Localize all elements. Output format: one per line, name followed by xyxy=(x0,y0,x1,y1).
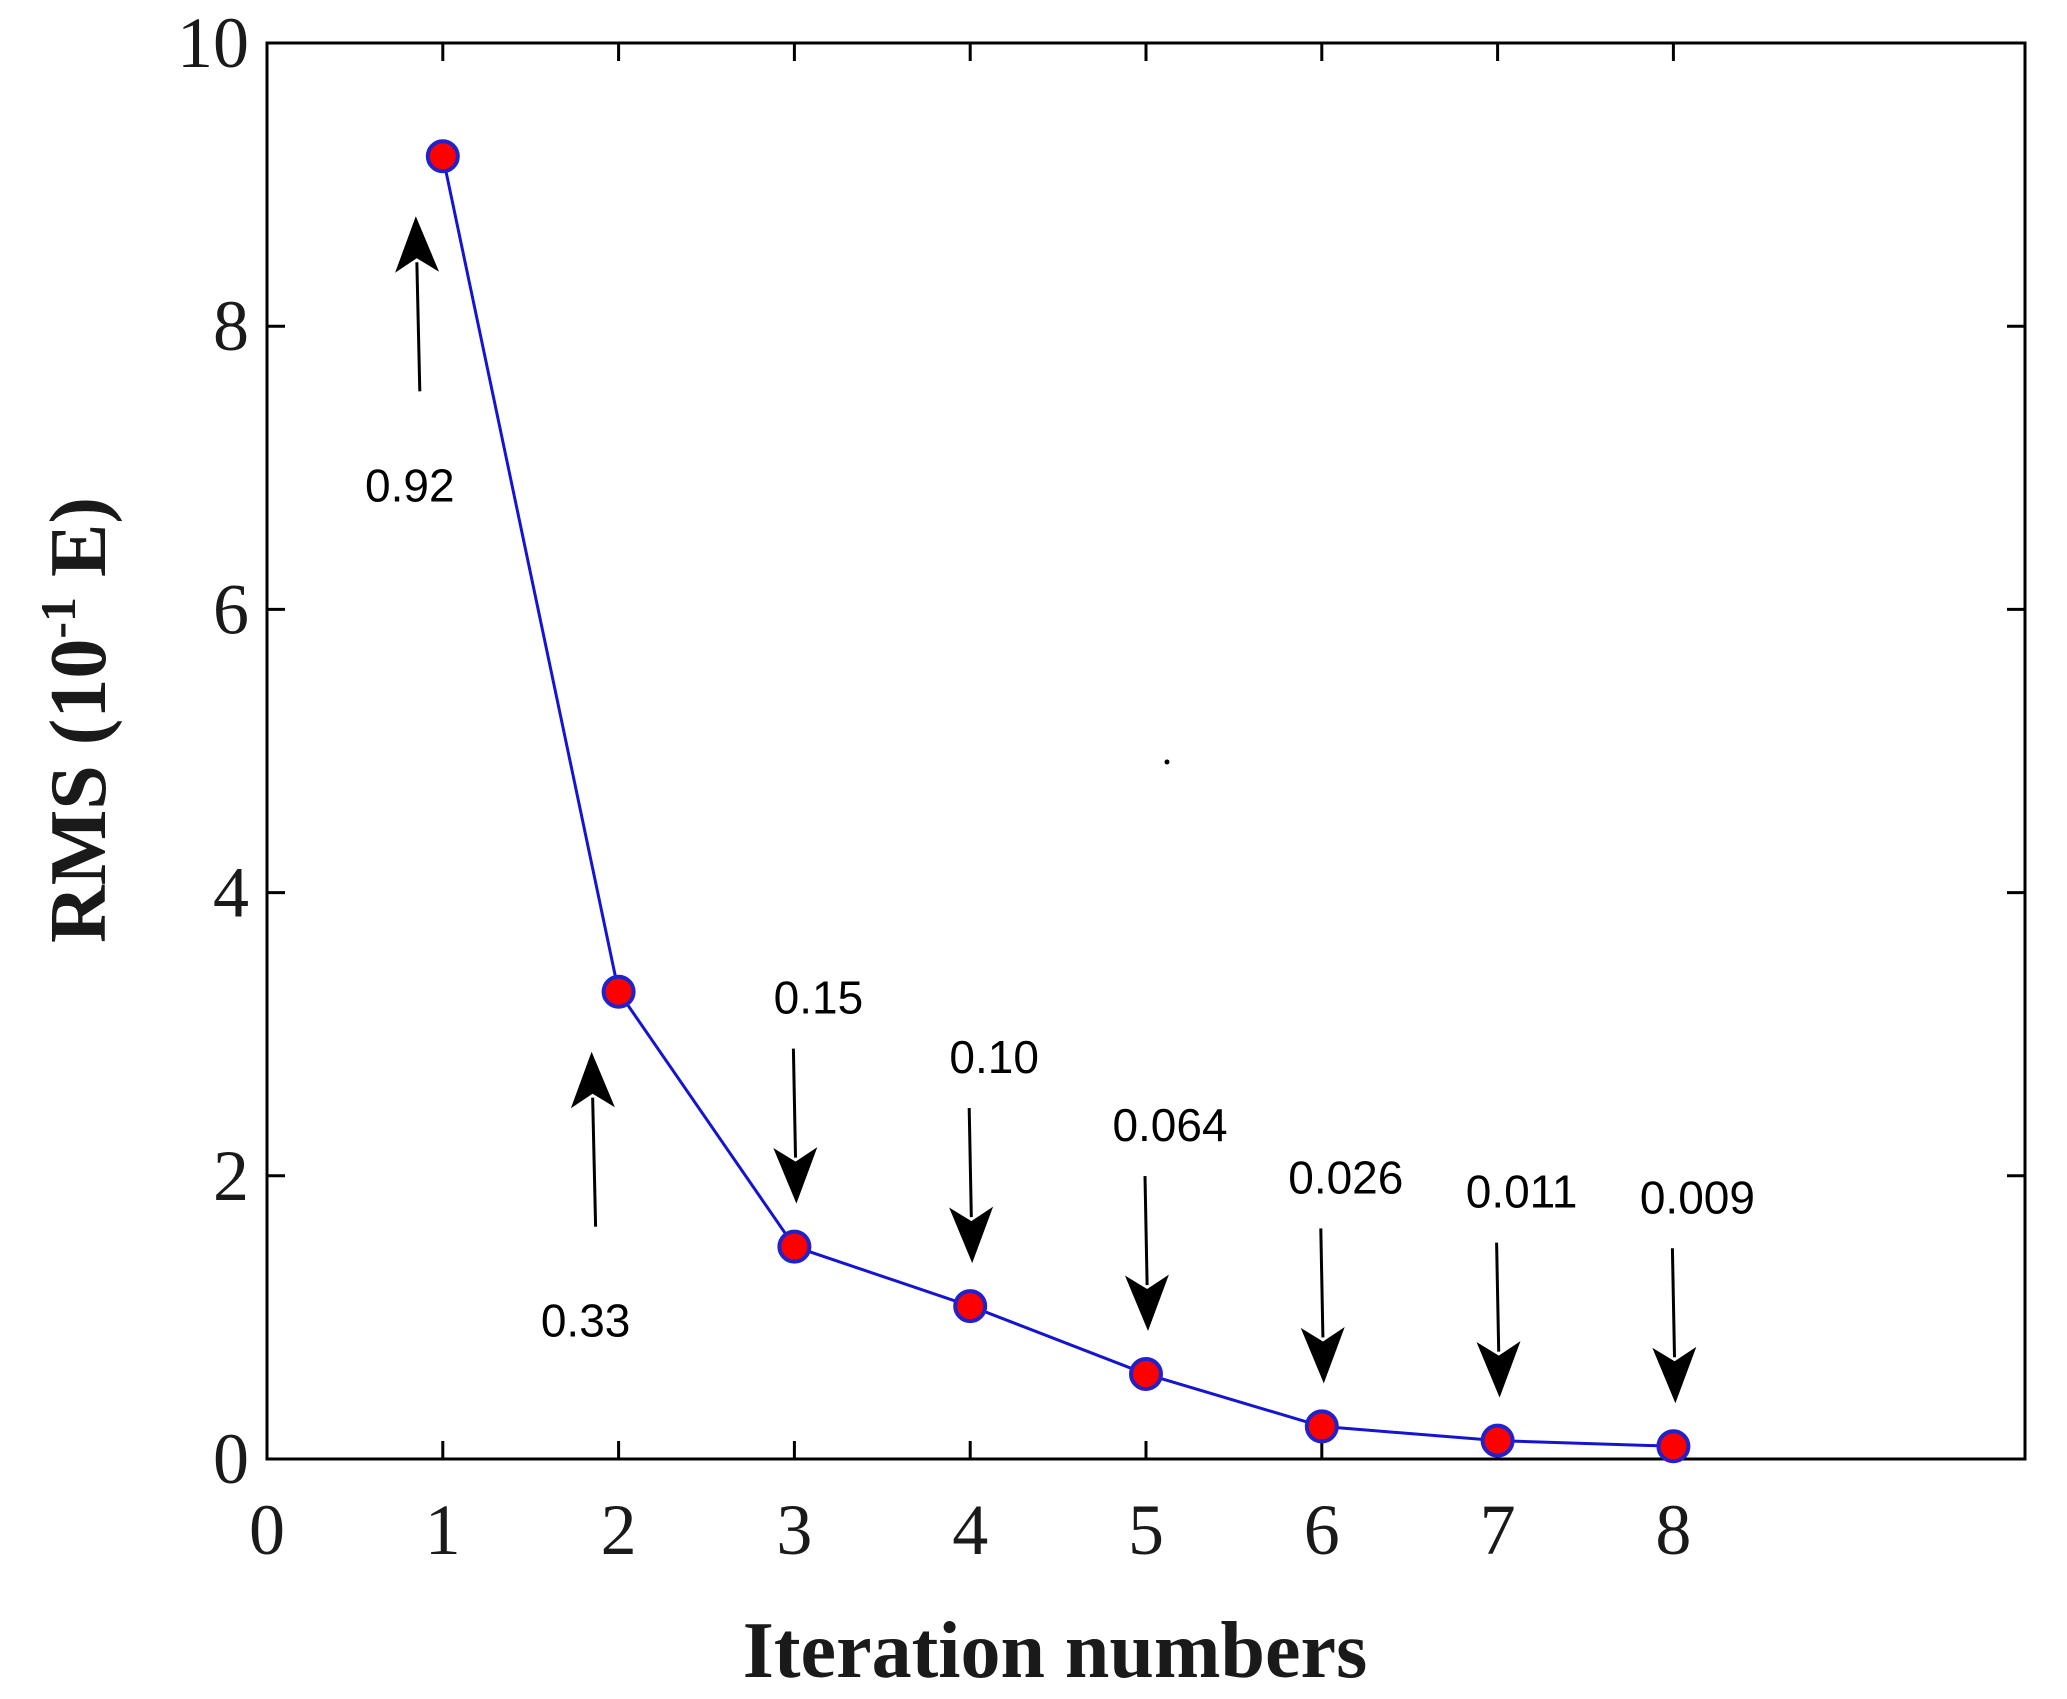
x-tick-label-2: 2 xyxy=(601,1490,637,1570)
arrow-head-6 xyxy=(1300,1327,1345,1384)
data-point-1 xyxy=(425,139,460,174)
x-tick-label-3: 3 xyxy=(776,1490,812,1570)
data-point-8 xyxy=(1656,1429,1691,1464)
annotation-label-7: 0.011 xyxy=(1466,1166,1578,1218)
y-tick-label-6: 6 xyxy=(213,569,249,649)
annotation-label-8: 0.009 xyxy=(1640,1171,1755,1223)
arrow-shaft-2 xyxy=(591,1097,598,1227)
x-tick-label-8: 8 xyxy=(1655,1490,1691,1570)
y-axis-title: RMS (10-1 E) xyxy=(30,497,123,943)
x-tick-label-1: 1 xyxy=(425,1490,461,1570)
annotation-label-5: 0.064 xyxy=(1112,1099,1227,1151)
y-tick-label-10: 10 xyxy=(177,3,249,83)
annotation-label-3: 0.15 xyxy=(774,972,864,1024)
y-axis-title-superscript: -1 xyxy=(30,597,86,639)
x-tick-label-5: 5 xyxy=(1128,1490,1164,1570)
x-tick-label-6: 6 xyxy=(1304,1490,1340,1570)
arrow-head-1 xyxy=(395,216,440,273)
annotations: 0.92 0.33 0.15 0.10 0.064 0.026 0.011 0.009 xyxy=(365,216,1755,1404)
ticks: 0 1 2 3 4 5 6 7 8 0 2 4 6 8 10 xyxy=(177,3,2025,1570)
series-line-0 xyxy=(441,155,1674,1448)
data-point-6 xyxy=(1304,1409,1339,1444)
arrow-shaft-7 xyxy=(1495,1242,1501,1352)
data-point-3 xyxy=(777,1229,812,1264)
annotation-label-1: 0.92 xyxy=(365,459,455,511)
x-tick-label-7: 7 xyxy=(1480,1490,1516,1570)
arrow-head-2 xyxy=(570,1051,615,1109)
arrow-head-4 xyxy=(949,1206,994,1264)
y-axis-title-prefix: RMS (10 xyxy=(35,639,123,943)
y-tick-label-4: 4 xyxy=(213,853,249,933)
x-tick-label-4: 4 xyxy=(952,1490,988,1570)
arrow-head-8 xyxy=(1652,1346,1697,1404)
stray-dot xyxy=(1164,759,1170,765)
data-points xyxy=(425,139,1691,1464)
x-axis-title: Iteration numbers xyxy=(743,1607,1367,1695)
arrow-shaft-4 xyxy=(967,1108,973,1218)
data-point-4 xyxy=(953,1289,988,1324)
arrow-shaft-6 xyxy=(1319,1228,1325,1338)
y-tick-label-0: 0 xyxy=(213,1419,249,1499)
arrow-shaft-1 xyxy=(415,262,422,392)
y-tick-label-8: 8 xyxy=(213,286,249,366)
x-tick-label-0: 0 xyxy=(249,1490,285,1570)
annotation-label-4: 0.10 xyxy=(949,1031,1039,1083)
arrow-head-3 xyxy=(773,1147,818,1204)
arrow-head-5 xyxy=(1124,1274,1169,1332)
data-point-5 xyxy=(1129,1357,1163,1392)
y-axis-title-suffix: E) xyxy=(35,497,123,597)
annotation-label-6: 0.026 xyxy=(1288,1151,1403,1203)
data-point-2 xyxy=(601,974,636,1009)
data-point-7 xyxy=(1480,1423,1515,1458)
arrow-shaft-8 xyxy=(1670,1248,1677,1358)
y-tick-label-2: 2 xyxy=(213,1136,249,1216)
annotation-label-2: 0.33 xyxy=(541,1295,631,1347)
arrow-head-7 xyxy=(1476,1341,1521,1398)
series xyxy=(441,155,1674,1448)
arrow-shaft-5 xyxy=(1143,1176,1149,1286)
arrow-shaft-3 xyxy=(791,1048,798,1158)
